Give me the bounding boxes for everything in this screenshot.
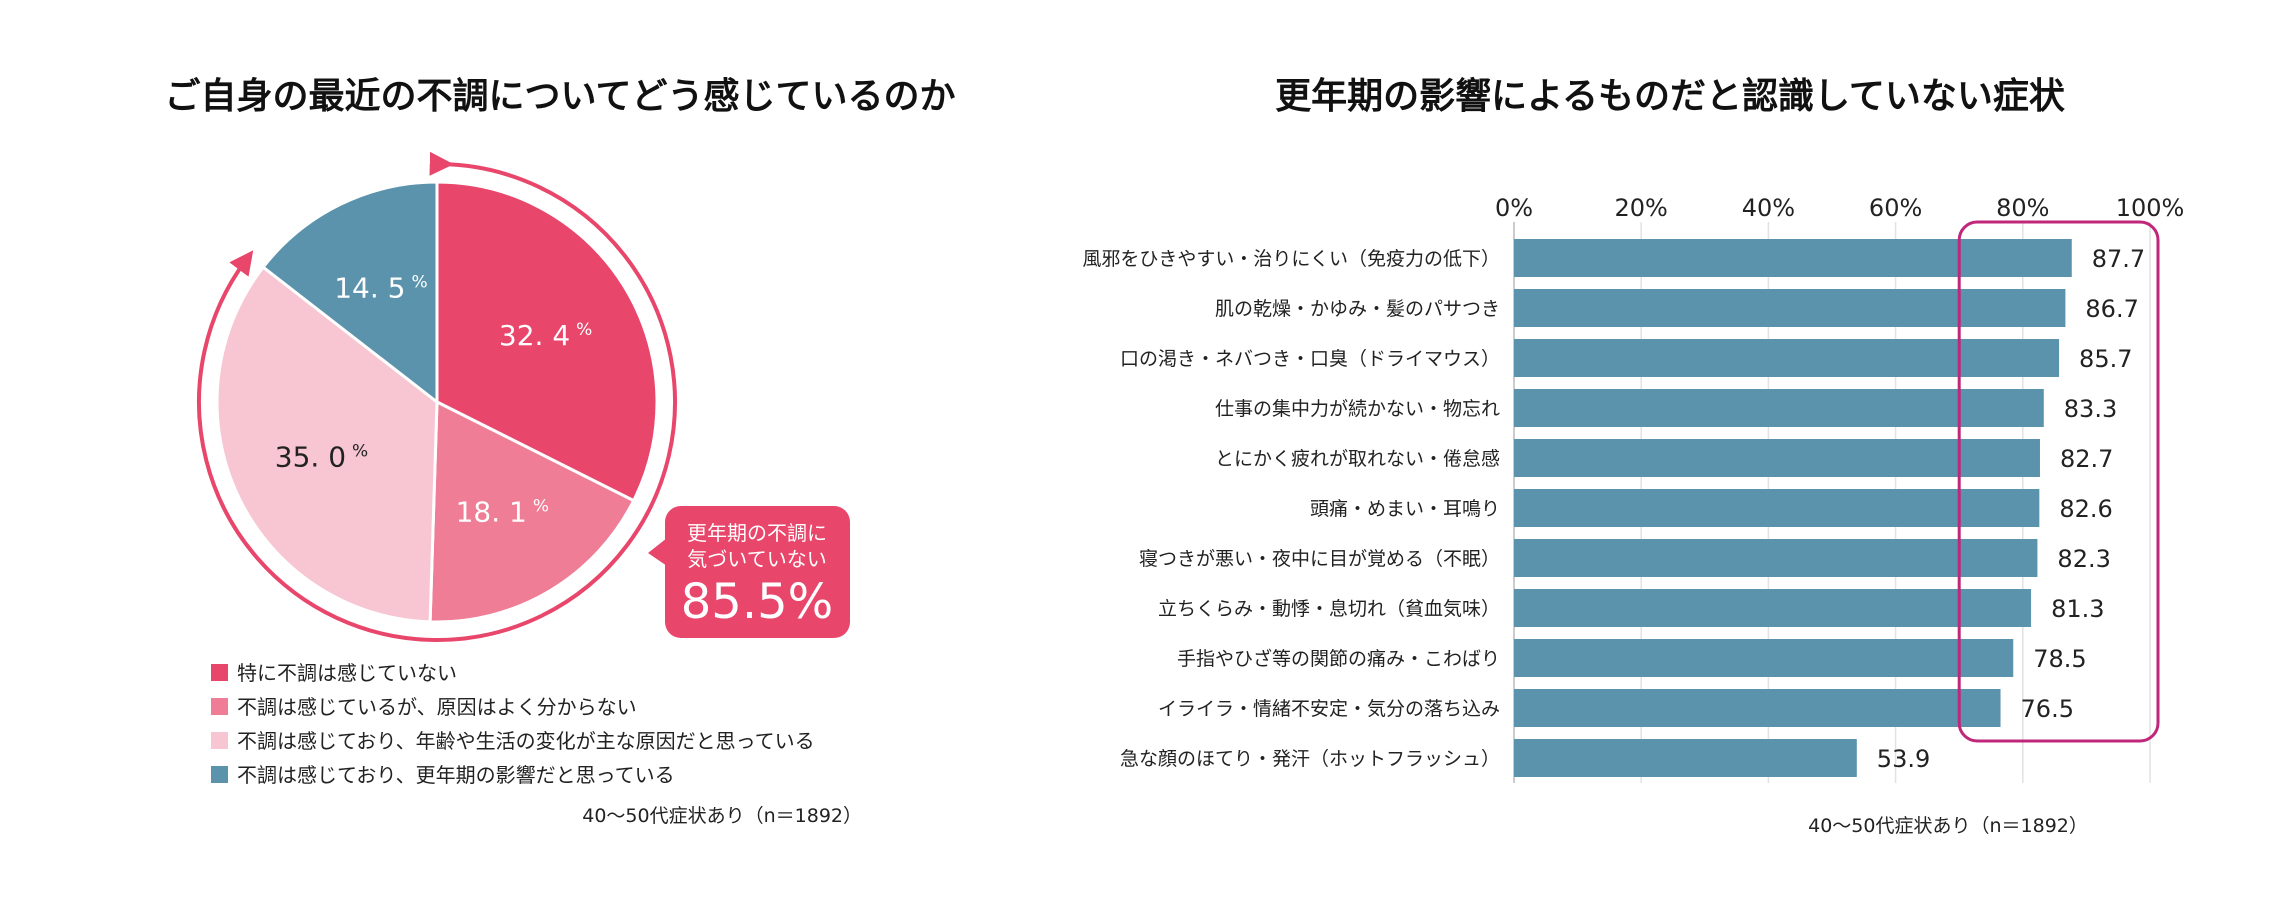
highlight-frame: [1957, 220, 2160, 743]
legend-label: 不調は感じており、年齢や生活の変化が主な原因だと思っている: [237, 729, 815, 753]
callout-pointer: [648, 538, 667, 566]
pie-slice-not-felt: [435, 180, 659, 503]
value-label: 82.3: [2057, 545, 2110, 573]
value-label: 85.7: [2079, 345, 2132, 373]
value-label: 87.7: [2092, 245, 2145, 273]
pie-slice-age-lifestyle: [215, 265, 439, 624]
category-label: 立ちくらみ・動悸・息切れ（貧血気味）: [1158, 598, 1500, 620]
value-label: 86.7: [2085, 295, 2138, 323]
legend-swatch: [211, 698, 228, 715]
tick-label: 40%: [1742, 194, 1795, 222]
tick-label: 60%: [1869, 194, 1922, 222]
bar-chart: 更年期の影響によるものだと認識していない症状 0% 20% 40% 60% 80% 100…: [1082, 75, 2184, 837]
legend-swatch: [211, 766, 228, 783]
callout-line2: 気づいていない: [687, 547, 826, 571]
bar: [1514, 289, 2066, 327]
tick-label: 80%: [1996, 194, 2049, 222]
value-label: 81.3: [2051, 595, 2104, 623]
value-label: 76.5: [2021, 695, 2074, 723]
bar-marks: [1514, 239, 2072, 777]
legend-label: 不調は感じているが、原因はよく分からない: [237, 695, 637, 719]
bar: [1514, 489, 2040, 527]
category-label: とにかく疲れが取れない・倦怠感: [1215, 448, 1500, 470]
category-label: 口の渇き・ネバつき・口臭（ドライマウス）: [1120, 348, 1500, 370]
tick-label: 20%: [1615, 194, 1668, 222]
value-label: 82.6: [2059, 495, 2112, 523]
bar: [1514, 339, 2060, 377]
bar-category-labels: 風邪をひきやすい・治りにくい（免疫力の低下） 肌の乾燥・かゆみ・髪のパサつき口の渇…: [1082, 248, 1500, 770]
category-label: 急な顔のほてり・発汗（ホットフラッシュ）: [1120, 748, 1500, 770]
bar: [1514, 539, 2038, 577]
category-label: 風邪をひきやすい・治りにくい（免疫力の低下）: [1082, 248, 1500, 270]
legend-label: 特に不調は感じていない: [237, 661, 457, 685]
pie-note: 40～50代症状あり（n＝1892）: [582, 805, 862, 827]
value-label: 83.3: [2064, 395, 2117, 423]
bar: [1514, 589, 2032, 627]
tick-label: 100%: [2116, 194, 2185, 222]
legend-swatch: [211, 664, 228, 681]
legend-swatch: [211, 732, 228, 749]
bar: [1514, 739, 1857, 777]
category-label: 肌の乾燥・かゆみ・髪のパサつき: [1215, 298, 1500, 320]
category-label: 手指やひざ等の関節の痛み・こわばり: [1177, 647, 1500, 670]
pie-legend: 特に不調は感じていない不調は感じているが、原因はよく分からない不調は感じており、…: [211, 661, 815, 787]
pie-slice-unknown-cause: [428, 399, 636, 624]
category-label: 仕事の集中力が続かない・物忘れ: [1215, 398, 1500, 420]
pie-title: ご自身の最近の不調についてどう感じているのか: [165, 76, 956, 117]
callout-value: 85.5%: [681, 574, 833, 630]
value-label: 82.7: [2060, 445, 2113, 473]
awareness-arc-arrow: [197, 151, 677, 643]
bar: [1514, 389, 2044, 427]
value-label: 53.9: [1877, 745, 1930, 773]
tick-label: 0%: [1495, 194, 1533, 222]
pie-chart: ご自身の最近の不調についてどう感じているのか 32. 4 %18. 1 %35. 0…: [165, 76, 956, 827]
pie-slices: [215, 180, 659, 624]
callout-badge: 更年期の不調に 気づいていない 85.5%: [648, 506, 850, 638]
legend-label: 不調は感じており、更年期の影響だと思っている: [237, 763, 675, 787]
callout-box: [665, 506, 850, 638]
bar-title: 更年期の影響によるものだと認識していない症状: [1275, 75, 2066, 117]
category-label: 寝つきが悪い・夜中に目が覚める（不眠）: [1139, 548, 1500, 570]
bar: [1514, 689, 2001, 727]
category-label: イライラ・情緒不安定・気分の落ち込み: [1158, 698, 1500, 720]
bar-value-labels: 87.7 86.7 85.7 83.3 82.7 82.6 82.3 81.3 78.5 76.5…: [1877, 245, 2145, 773]
value-label: 78.5: [2033, 645, 2086, 673]
bar: [1514, 639, 2014, 677]
bar-tick-labels: 0% 20% 40% 60% 80% 100%: [1495, 194, 2184, 222]
callout-line1: 更年期の不調に: [687, 521, 827, 545]
bar: [1514, 439, 2040, 477]
bar-note: 40～50代症状あり（n＝1892）: [1808, 815, 2088, 837]
category-label: 頭痛・めまい・耳鳴り: [1310, 498, 1500, 520]
bar: [1514, 239, 2072, 277]
